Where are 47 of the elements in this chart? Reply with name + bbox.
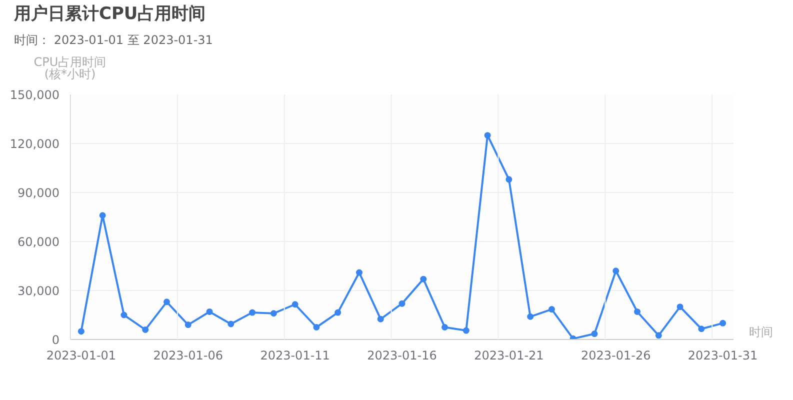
chart-title: 用户日累计CPU占用时间: [14, 3, 207, 26]
point: [78, 328, 84, 335]
x-tick-label: 2023-01-16: [367, 348, 437, 362]
point: [634, 308, 641, 315]
point: [484, 132, 491, 139]
x-tick-label: 2023-01-11: [260, 348, 330, 362]
y-tick-label: 150,000: [10, 88, 60, 102]
x-tick-label: 2023-01-31: [688, 348, 758, 362]
chart-subtitle: 时间： 2023-01-01 至 2023-01-31: [14, 32, 213, 48]
point: [356, 269, 362, 276]
point: [270, 310, 277, 317]
y-axis-title: CPU占用时间 (核*小时): [32, 55, 108, 81]
point: [442, 324, 448, 330]
x-axis-title: 时间: [749, 324, 773, 341]
point: [120, 312, 128, 318]
point: [206, 308, 213, 315]
x-tick-label: 2023-01-21: [474, 348, 544, 362]
x-tick-label: 2023-01-26: [581, 348, 651, 362]
point: [184, 322, 192, 328]
point: [398, 300, 406, 307]
point: [612, 268, 620, 274]
x-tick-label: 2023-01-01: [46, 348, 116, 362]
point: [334, 309, 342, 316]
x-tick-label: 2023-01-06: [153, 348, 224, 362]
y-tick-label: 90,000: [18, 186, 60, 200]
point: [249, 309, 256, 316]
y-tick-label: 60,000: [18, 235, 60, 249]
point: [228, 320, 234, 328]
point: [462, 327, 470, 334]
y-tick-label: 120,000: [10, 137, 60, 151]
point: [506, 176, 512, 183]
point: [591, 330, 598, 338]
point: [720, 320, 726, 326]
point: [527, 313, 534, 320]
point: [548, 306, 555, 313]
point: [142, 326, 149, 333]
point: [655, 332, 662, 339]
y-tick-label: 0: [52, 333, 60, 347]
point: [698, 326, 705, 332]
point: [420, 276, 427, 282]
y-tick-label: 30,000: [18, 284, 60, 298]
point: [292, 301, 298, 308]
point: [676, 304, 684, 310]
point: [377, 316, 384, 322]
point: [313, 324, 320, 330]
point: [163, 298, 170, 306]
point: [99, 212, 106, 219]
